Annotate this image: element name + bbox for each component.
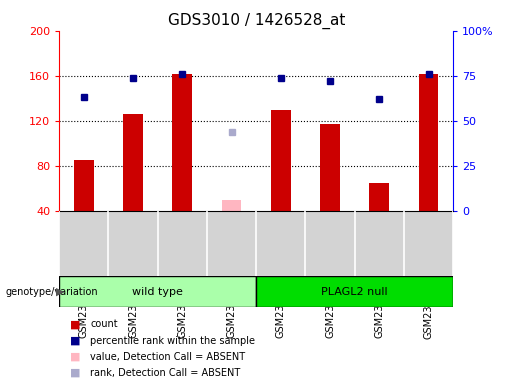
Text: value, Detection Call = ABSENT: value, Detection Call = ABSENT	[90, 352, 245, 362]
Bar	[256, 276, 453, 307]
Text: ■: ■	[70, 319, 80, 329]
Text: percentile rank within the sample: percentile rank within the sample	[90, 336, 255, 346]
Bar	[59, 276, 256, 307]
Text: ■: ■	[70, 336, 80, 346]
Text: PLAGL2 null: PLAGL2 null	[321, 287, 388, 297]
Bar	[123, 114, 143, 211]
Bar	[74, 161, 94, 211]
Text: wild type: wild type	[132, 287, 183, 297]
Text: ▶: ▶	[56, 287, 64, 297]
Text: rank, Detection Call = ABSENT: rank, Detection Call = ABSENT	[90, 368, 241, 378]
Text: ■: ■	[70, 352, 80, 362]
Title: GDS3010 / 1426528_at: GDS3010 / 1426528_at	[167, 13, 345, 29]
Bar	[271, 110, 290, 211]
Bar	[419, 74, 438, 211]
Text: genotype/variation: genotype/variation	[5, 287, 98, 297]
Text: count: count	[90, 319, 118, 329]
Bar	[173, 74, 192, 211]
Bar	[320, 124, 340, 211]
Bar	[222, 200, 242, 211]
Text: ■: ■	[70, 368, 80, 378]
Bar	[369, 183, 389, 211]
